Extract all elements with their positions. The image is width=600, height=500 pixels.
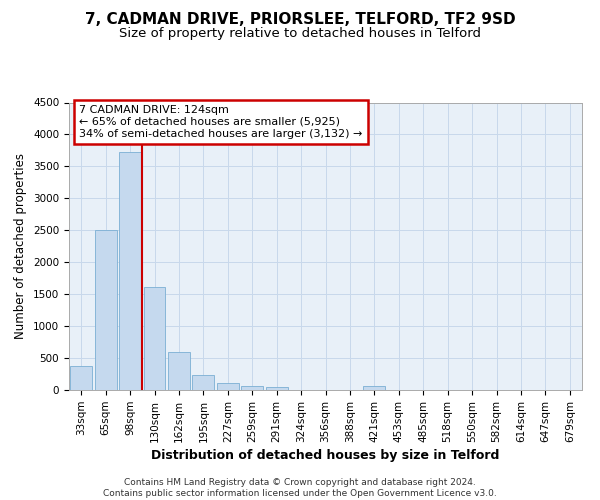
Bar	[119, 152, 141, 390]
Text: Contains HM Land Registry data © Crown copyright and database right 2024.
Contai: Contains HM Land Registry data © Crown c…	[103, 478, 497, 498]
Bar	[143, 286, 166, 390]
Bar	[266, 387, 287, 390]
Bar	[364, 386, 385, 390]
Text: 7, CADMAN DRIVE, PRIORSLEE, TELFORD, TF2 9SD: 7, CADMAN DRIVE, PRIORSLEE, TELFORD, TF2…	[85, 12, 515, 28]
Text: Size of property relative to detached houses in Telford: Size of property relative to detached ho…	[119, 28, 481, 40]
Y-axis label: Number of detached properties: Number of detached properties	[14, 153, 28, 340]
Bar	[70, 366, 92, 390]
X-axis label: Distribution of detached houses by size in Telford: Distribution of detached houses by size …	[151, 449, 500, 462]
Bar	[241, 386, 263, 390]
Bar	[168, 352, 190, 390]
Bar	[217, 383, 239, 390]
Text: 7 CADMAN DRIVE: 124sqm
← 65% of detached houses are smaller (5,925)
34% of semi-: 7 CADMAN DRIVE: 124sqm ← 65% of detached…	[79, 106, 362, 138]
Bar	[193, 374, 214, 390]
Bar	[95, 230, 116, 390]
